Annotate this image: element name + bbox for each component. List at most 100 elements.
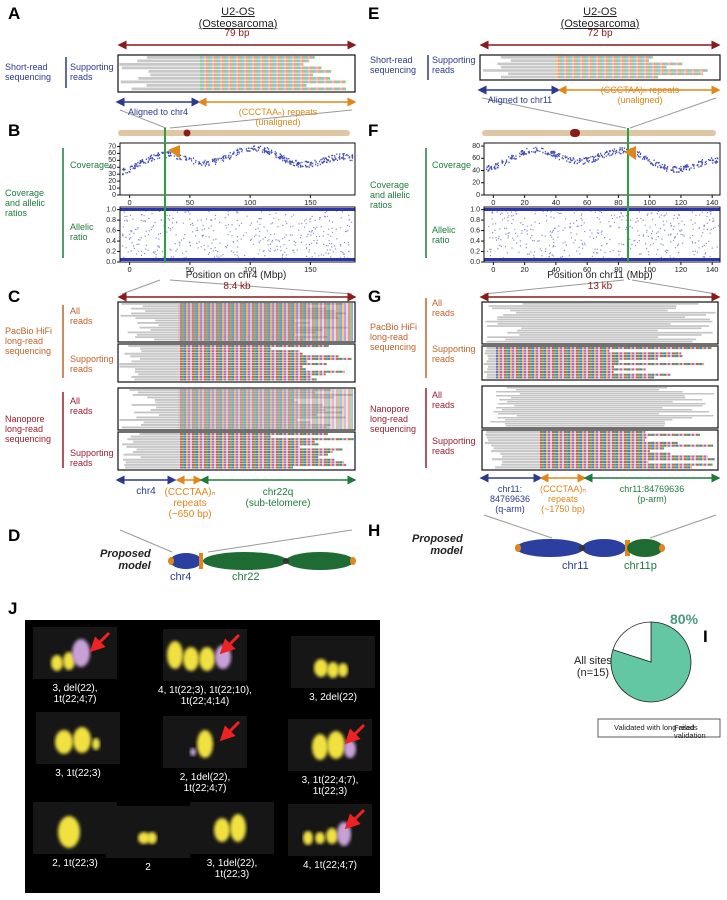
x-tick-label: 60 xyxy=(583,265,591,274)
group-label: Coverage and allelic ratios xyxy=(5,188,46,218)
chromosome xyxy=(118,130,350,136)
pileup-frame xyxy=(481,429,719,471)
x-tick-label: 120 xyxy=(675,265,688,274)
method-label: PacBio HiFi long-read sequencing xyxy=(370,322,418,352)
chromosome-blob xyxy=(327,662,339,678)
y-tick-label: 0 xyxy=(112,192,116,199)
read-repeat xyxy=(178,365,303,368)
chromosome-blob xyxy=(326,828,338,844)
read-repeat xyxy=(540,450,650,453)
read xyxy=(504,423,666,425)
read-repeat xyxy=(556,65,667,69)
reads-label: Supporting reads xyxy=(432,436,476,456)
read-repeat xyxy=(178,458,336,461)
band xyxy=(484,258,720,261)
x-tick-label: 100 xyxy=(244,265,257,274)
read xyxy=(491,444,540,447)
band xyxy=(120,208,355,211)
read-repeat xyxy=(556,59,649,62)
pie xyxy=(602,621,692,733)
read-repeat xyxy=(200,56,315,59)
read xyxy=(134,368,178,371)
read xyxy=(521,327,702,330)
chrom-label: chr22 xyxy=(232,571,260,583)
chromosome-blob xyxy=(92,738,100,750)
read-repeat xyxy=(178,373,326,376)
chromosome-blob xyxy=(147,832,157,844)
chromosome xyxy=(482,130,716,136)
plot-frame xyxy=(483,142,721,196)
pileup-frame xyxy=(117,54,356,93)
panel-letter: A xyxy=(8,4,21,23)
read xyxy=(522,303,699,305)
read-repeat xyxy=(496,368,646,371)
x-tick-label: 40 xyxy=(552,265,560,274)
reads-label: All reads xyxy=(70,306,93,326)
read xyxy=(484,441,540,445)
read xyxy=(485,433,540,436)
chromosome-blob xyxy=(338,663,348,677)
segment-label: (CCCTAAₙ) repeats (unaligned) xyxy=(238,107,318,127)
x-tick-label: 140 xyxy=(706,198,719,207)
read xyxy=(517,329,658,332)
read-repeat xyxy=(496,365,615,368)
read-repeat xyxy=(178,345,329,348)
read-repeat xyxy=(496,371,614,374)
read-repeat xyxy=(200,87,346,91)
read xyxy=(140,347,178,350)
cell-label: 4, 1t(22;4;7) xyxy=(303,860,357,871)
read xyxy=(491,307,677,310)
cell-label: 3, del(22), 1t(22;4;7) xyxy=(52,683,98,705)
y-tick-label: 70 xyxy=(108,143,116,150)
red-arrow xyxy=(219,720,241,742)
y-tick-label: 0.6 xyxy=(470,227,480,234)
chromosome-blob xyxy=(190,748,196,756)
read-repeat xyxy=(200,80,346,84)
centromere xyxy=(570,129,580,137)
panel-letter: F xyxy=(368,121,379,140)
reads-label: Supporting reads xyxy=(70,62,114,82)
plot-frame xyxy=(119,206,356,263)
y-tick-label: 40 xyxy=(472,167,480,174)
y-tick-label: 0.6 xyxy=(106,227,116,234)
read xyxy=(134,378,178,381)
read xyxy=(131,375,178,378)
cell-label: 3, 2del(22) xyxy=(309,692,357,703)
reads-label: Supporting reads xyxy=(70,448,114,468)
read xyxy=(148,70,200,73)
read xyxy=(138,77,200,80)
method-label: Short-read sequencing xyxy=(5,62,52,82)
zoom-lines xyxy=(119,97,717,129)
x-tick-label: 0 xyxy=(491,198,495,207)
chromosome-blob xyxy=(55,730,73,754)
read-repeat xyxy=(200,77,331,80)
read xyxy=(488,365,496,368)
zoom-lines xyxy=(119,529,353,553)
chromosome-blob xyxy=(315,832,325,844)
read-repeat xyxy=(178,368,306,371)
read xyxy=(131,87,200,91)
read-repeat xyxy=(496,347,712,350)
x-axis-label: Position on chr11 (Mbp) xyxy=(547,270,653,281)
read xyxy=(499,399,703,401)
read xyxy=(131,360,178,363)
panel-letter: D xyxy=(8,526,21,545)
chromosome-blob xyxy=(337,822,351,846)
read xyxy=(506,387,668,389)
y-tick-label: 0.2 xyxy=(106,248,116,255)
panel-letter: B xyxy=(8,121,21,140)
x-tick-label: 80 xyxy=(614,265,622,274)
x-tick-label: 150 xyxy=(304,198,317,207)
method-label: PacBio HiFi long-read sequencing xyxy=(5,326,53,356)
chromosome-blob xyxy=(344,740,356,758)
arm xyxy=(203,552,287,570)
read xyxy=(511,397,686,399)
telomere xyxy=(168,557,174,565)
chromosome-blob xyxy=(167,641,183,669)
read xyxy=(498,413,659,415)
segment-label: (CCCTAA)ₙ repeats (unaligned) xyxy=(600,85,680,105)
read-repeat xyxy=(178,355,339,358)
group-label: Coverage and allelic ratios xyxy=(370,180,411,210)
x-tick-label: 0 xyxy=(128,265,132,274)
